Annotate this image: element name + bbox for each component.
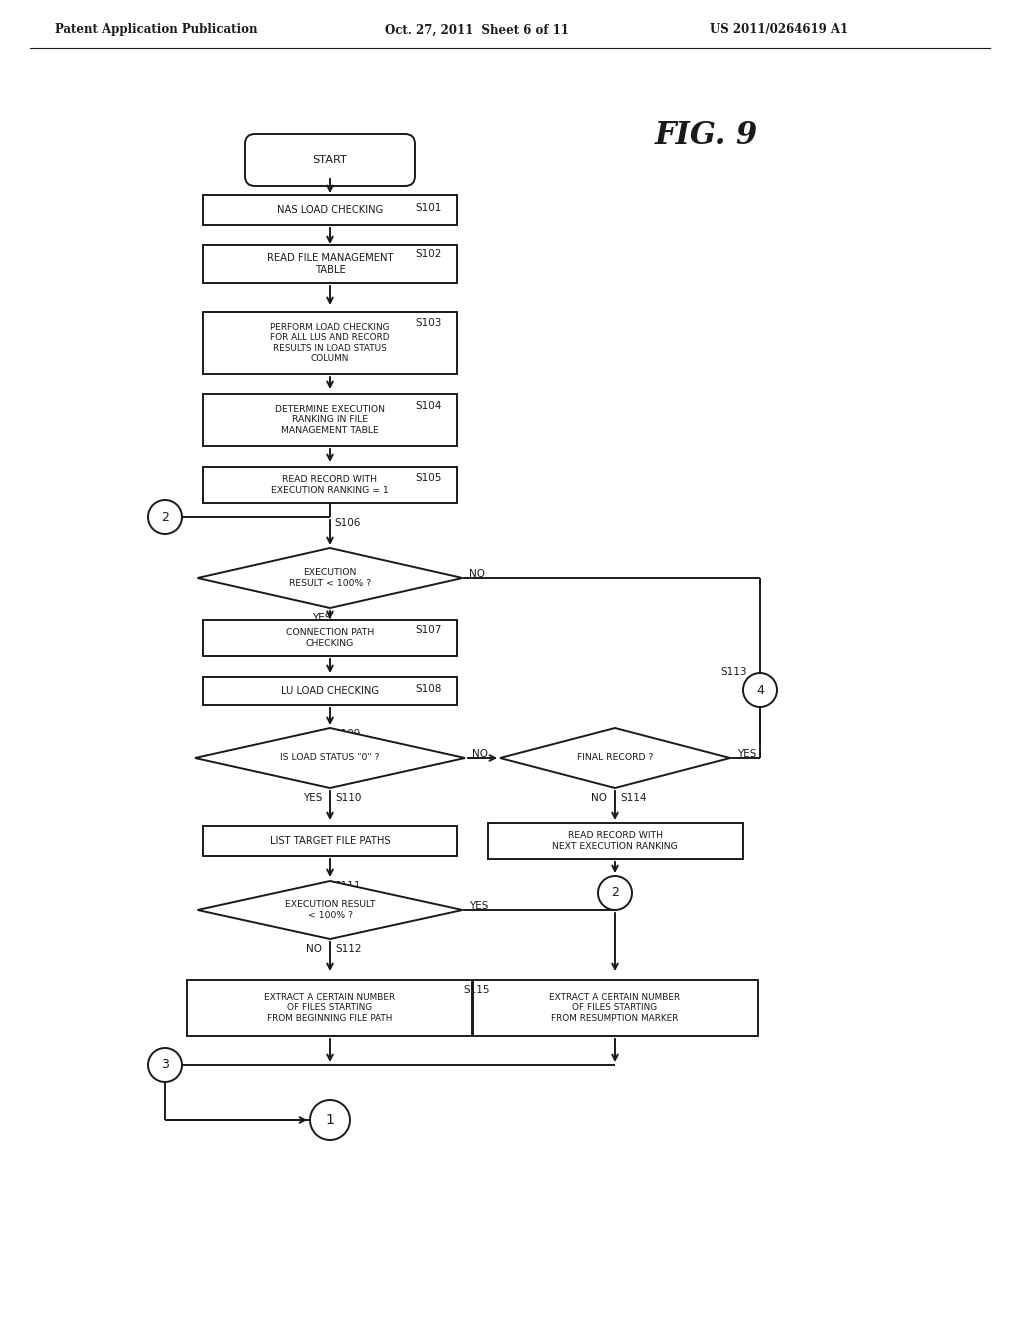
FancyBboxPatch shape (203, 677, 458, 705)
FancyBboxPatch shape (203, 393, 458, 446)
Text: LU LOAD CHECKING: LU LOAD CHECKING (281, 686, 379, 696)
FancyBboxPatch shape (203, 195, 458, 224)
Text: 2: 2 (611, 887, 618, 899)
FancyBboxPatch shape (472, 979, 758, 1036)
Text: S110: S110 (335, 793, 361, 803)
Polygon shape (195, 729, 465, 788)
Text: 4: 4 (756, 684, 764, 697)
Text: 1: 1 (326, 1113, 335, 1127)
FancyBboxPatch shape (245, 135, 415, 186)
Text: EXTRACT A CERTAIN NUMBER
OF FILES STARTING
FROM BEGINNING FILE PATH: EXTRACT A CERTAIN NUMBER OF FILES STARTI… (264, 993, 395, 1023)
Text: S103: S103 (416, 318, 442, 327)
FancyBboxPatch shape (203, 467, 458, 503)
Text: S109: S109 (334, 729, 360, 739)
Circle shape (598, 876, 632, 909)
Text: DETERMINE EXECUTION
RANKING IN FILE
MANAGEMENT TABLE: DETERMINE EXECUTION RANKING IN FILE MANA… (275, 405, 385, 434)
Text: NO: NO (469, 569, 485, 579)
Text: FIG. 9: FIG. 9 (655, 120, 758, 150)
Text: S112: S112 (335, 944, 361, 954)
Text: YES: YES (737, 748, 757, 759)
Text: YES: YES (312, 612, 332, 623)
Text: NAS LOAD CHECKING: NAS LOAD CHECKING (276, 205, 383, 215)
Text: S106: S106 (334, 517, 360, 528)
Text: NO: NO (591, 793, 607, 803)
Text: S102: S102 (416, 249, 442, 259)
Text: YES: YES (303, 793, 322, 803)
FancyBboxPatch shape (187, 979, 472, 1036)
Text: EXTRACT A CERTAIN NUMBER
OF FILES STARTING
FROM RESUMPTION MARKER: EXTRACT A CERTAIN NUMBER OF FILES STARTI… (550, 993, 681, 1023)
Text: LIST TARGET FILE PATHS: LIST TARGET FILE PATHS (269, 836, 390, 846)
Text: S115: S115 (463, 985, 489, 995)
FancyBboxPatch shape (203, 620, 458, 656)
Polygon shape (198, 548, 463, 609)
Polygon shape (198, 880, 463, 939)
Text: EXECUTION RESULT
< 100% ?: EXECUTION RESULT < 100% ? (285, 900, 375, 920)
FancyBboxPatch shape (487, 822, 742, 859)
Text: PERFORM LOAD CHECKING
FOR ALL LUS AND RECORD
RESULTS IN LOAD STATUS
COLUMN: PERFORM LOAD CHECKING FOR ALL LUS AND RE… (270, 323, 390, 363)
Text: IS LOAD STATUS "0" ?: IS LOAD STATUS "0" ? (281, 754, 380, 763)
Text: FINAL RECORD ?: FINAL RECORD ? (577, 754, 653, 763)
Text: 2: 2 (161, 511, 169, 524)
Text: EXECUTION
RESULT < 100% ?: EXECUTION RESULT < 100% ? (289, 569, 371, 587)
Circle shape (310, 1100, 350, 1140)
Text: READ RECORD WITH
NEXT EXECUTION RANKING: READ RECORD WITH NEXT EXECUTION RANKING (552, 832, 678, 850)
Text: YES: YES (469, 902, 488, 911)
Text: S113: S113 (720, 667, 746, 677)
Circle shape (743, 673, 777, 708)
Text: US 2011/0264619 A1: US 2011/0264619 A1 (710, 24, 848, 37)
Text: Patent Application Publication: Patent Application Publication (55, 24, 257, 37)
Text: S101: S101 (416, 203, 442, 213)
Text: READ FILE MANAGEMENT
TABLE: READ FILE MANAGEMENT TABLE (266, 253, 393, 275)
Text: START: START (312, 154, 347, 165)
Text: S105: S105 (416, 473, 442, 483)
Text: Oct. 27, 2011  Sheet 6 of 11: Oct. 27, 2011 Sheet 6 of 11 (385, 24, 569, 37)
Text: NO: NO (472, 748, 488, 759)
FancyBboxPatch shape (203, 312, 458, 374)
Text: S108: S108 (416, 684, 442, 694)
Text: 3: 3 (161, 1059, 169, 1072)
Text: S114: S114 (620, 793, 646, 803)
Circle shape (148, 500, 182, 535)
Text: NO: NO (306, 944, 322, 954)
Text: READ RECORD WITH
EXECUTION RANKING = 1: READ RECORD WITH EXECUTION RANKING = 1 (271, 475, 389, 495)
Text: S104: S104 (416, 401, 442, 411)
FancyBboxPatch shape (203, 246, 458, 282)
Text: CONNECTION PATH
CHECKING: CONNECTION PATH CHECKING (286, 628, 374, 648)
Text: S107: S107 (416, 624, 442, 635)
Circle shape (148, 1048, 182, 1082)
Text: S111: S111 (334, 880, 360, 891)
Polygon shape (500, 729, 730, 788)
FancyBboxPatch shape (203, 826, 458, 855)
